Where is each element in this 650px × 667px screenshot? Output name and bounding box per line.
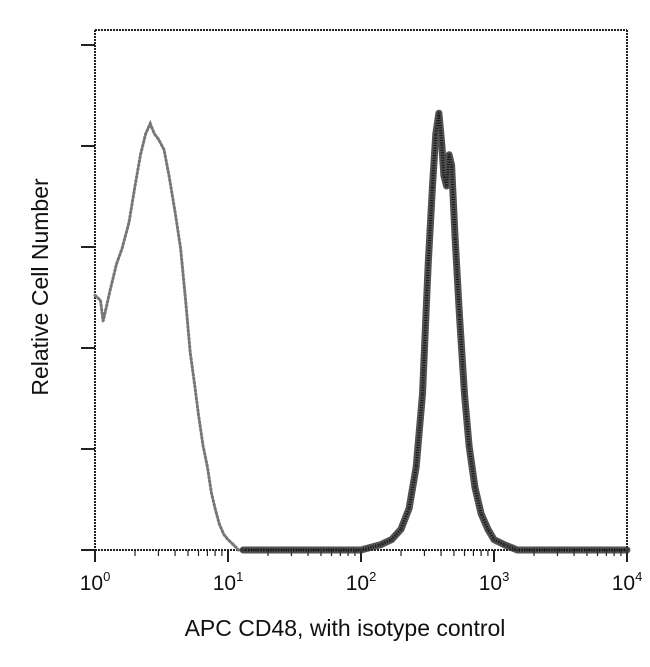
sample-point [486,527,490,531]
isotype-point [222,533,226,536]
isotype-point [115,262,118,266]
y-axis-label: Relative Cell Number [27,178,53,396]
isotype-point [167,174,171,177]
isotype-point [201,444,205,448]
sample-point [407,506,411,510]
isotype-point [210,491,213,494]
sample-point [426,262,430,266]
sample-point [502,543,507,547]
isotype-point [193,382,196,385]
isotype-point [157,138,160,141]
sample-point [473,486,477,490]
series-layer [93,109,631,554]
sample-point [399,527,403,531]
sample-point [442,174,446,178]
sample-point [453,236,457,240]
isotype-point [93,294,97,297]
x-tick-label: 104 [612,569,643,595]
x-tick-label: 100 [80,569,111,595]
sample-point [241,548,245,552]
isotype-point [213,507,217,510]
isotype-point [218,522,221,526]
isotype-point [108,288,112,292]
sample-point [467,444,471,448]
isotype-point [173,210,177,214]
sample-point [390,538,394,542]
sample-point [440,142,444,146]
sample-point [450,163,454,167]
isotype-point [101,320,105,323]
sample-point [462,392,467,396]
isotype-point [120,247,124,250]
sample-point [437,111,441,115]
sample-point [319,548,323,552]
sample-point [414,465,418,469]
x-axis-label: APC CD48, with isotype control [185,615,506,641]
sample-point [430,184,435,188]
isotype-point [148,122,152,125]
isotype-point [162,148,166,151]
x-tick-labels: 100 101 102 103 104 [80,569,643,595]
isotype-point [133,184,137,188]
x-tick-label: 101 [213,569,244,595]
isotype-point [189,351,192,354]
isotype-point [179,247,182,250]
sample-point [420,392,425,396]
x-tick-label: 102 [346,569,377,595]
sample-point [625,548,629,552]
isotype-point [104,309,107,312]
sample-point [457,314,462,318]
isotype-point [206,465,209,468]
sample-point [492,538,496,542]
sample-point [359,548,363,552]
sample-point [479,511,483,516]
sample-point [434,132,438,136]
isotype-point [153,132,156,136]
isotype-point [232,543,235,546]
isotype-point [184,299,187,302]
sample-point [378,543,383,547]
y-axis-ticks [81,44,95,551]
x-tick-label: 103 [479,569,510,595]
isotype-point [127,221,131,224]
isotype-point [139,153,142,156]
isotype-point [237,548,240,552]
isotype-point [144,132,147,136]
sample-point [444,184,449,188]
sample-point [447,153,451,157]
isotype-point [226,538,230,541]
sample-point [515,548,520,552]
isotype-point [99,299,102,302]
isotype-point [197,413,200,416]
series-line-isotype [93,119,245,552]
